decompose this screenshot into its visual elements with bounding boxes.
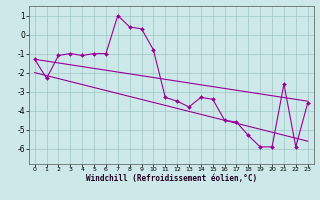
X-axis label: Windchill (Refroidissement éolien,°C): Windchill (Refroidissement éolien,°C) [86,174,257,183]
